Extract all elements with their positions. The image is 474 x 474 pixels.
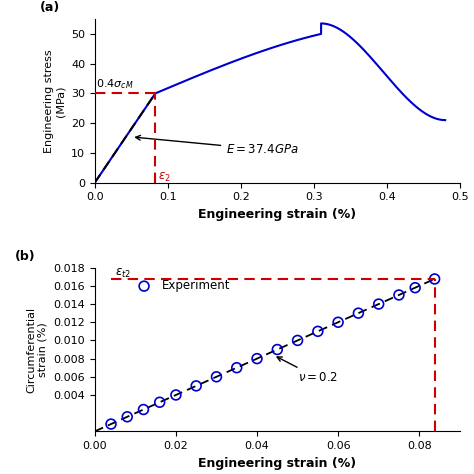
Text: $\varepsilon_{t2}$: $\varepsilon_{t2}$	[115, 267, 131, 281]
X-axis label: Engineering strain (%): Engineering strain (%)	[198, 456, 356, 470]
Text: $\nu = 0.2$: $\nu = 0.2$	[277, 357, 337, 384]
X-axis label: Engineering strain (%): Engineering strain (%)	[198, 208, 356, 221]
Point	[253, 355, 261, 363]
Point	[140, 406, 147, 413]
Text: (a): (a)	[40, 1, 60, 14]
Point	[273, 346, 281, 353]
Point	[355, 310, 362, 317]
Text: $E = 37.4GPa$: $E = 37.4GPa$	[136, 136, 299, 156]
Point	[156, 399, 164, 406]
Point	[233, 364, 240, 372]
Point	[431, 275, 438, 283]
Point	[334, 319, 342, 326]
Point	[107, 420, 115, 428]
Text: (b): (b)	[15, 249, 35, 263]
Text: $\varepsilon_2$: $\varepsilon_2$	[157, 171, 170, 184]
Text: $0.4\sigma_{cM}$: $0.4\sigma_{cM}$	[96, 77, 134, 91]
Y-axis label: Engineering stress
(MPa): Engineering stress (MPa)	[44, 49, 65, 153]
Point	[314, 328, 322, 335]
Point	[192, 382, 200, 390]
Point	[375, 300, 383, 308]
Y-axis label: Circumferential
strain (%): Circumferential strain (%)	[26, 307, 48, 392]
Point	[123, 413, 131, 420]
Point	[294, 337, 301, 344]
Point	[172, 391, 180, 399]
Legend: Experiment: Experiment	[130, 277, 233, 295]
Point	[395, 291, 403, 299]
Point	[411, 284, 419, 292]
Point	[213, 373, 220, 381]
